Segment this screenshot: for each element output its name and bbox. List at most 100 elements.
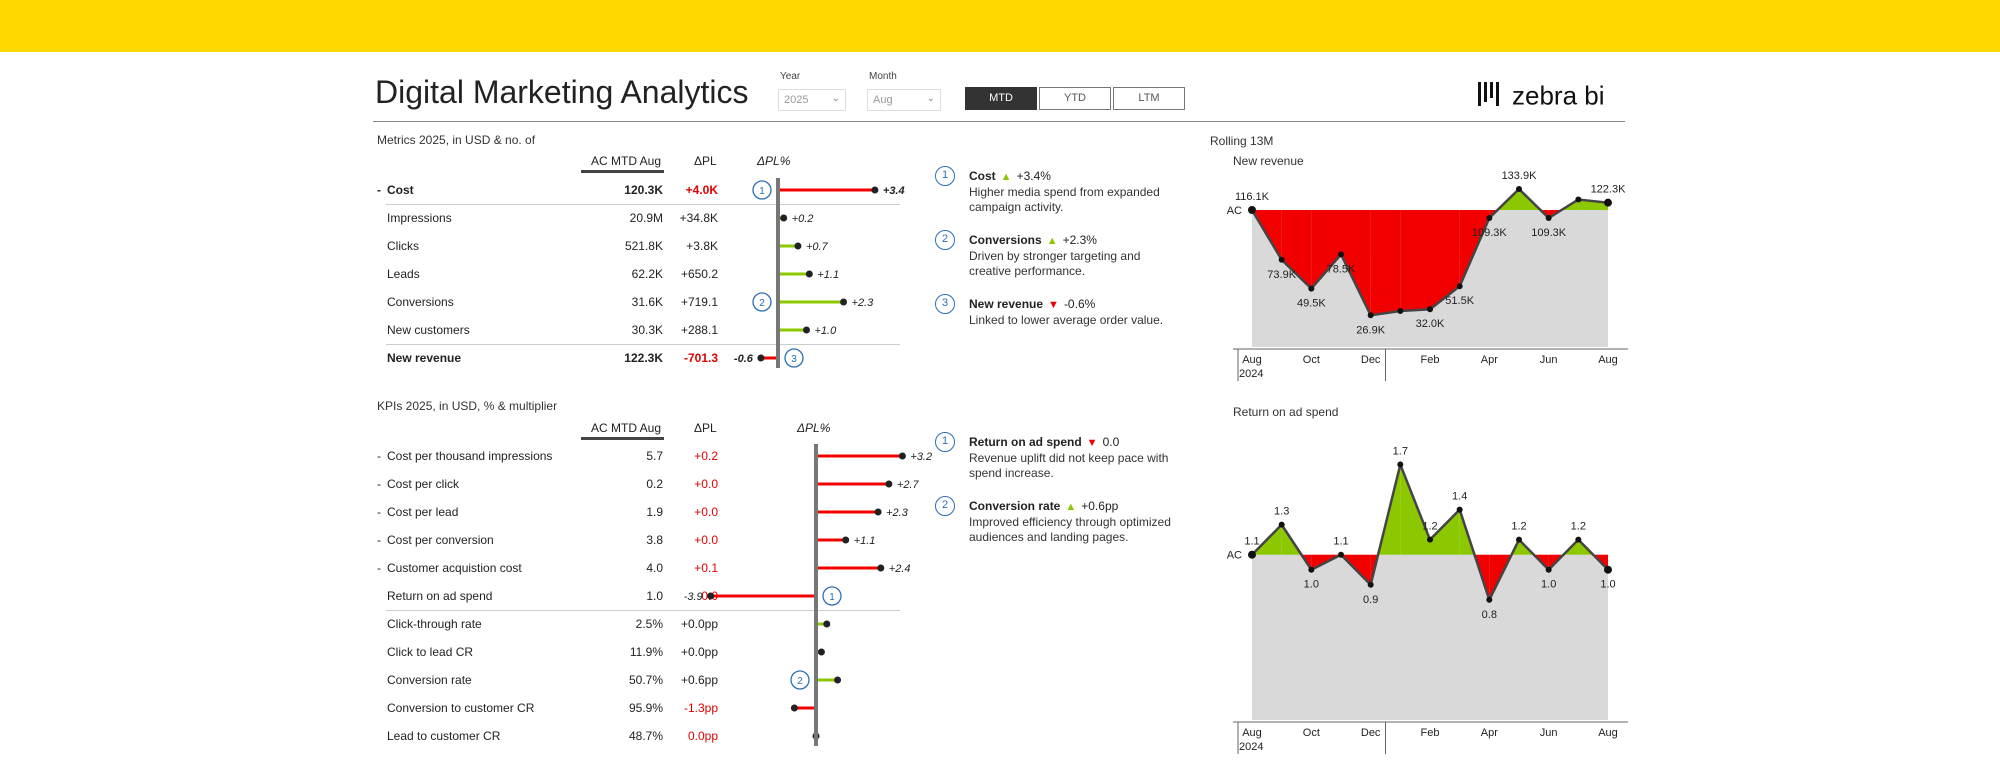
row-label: - Cost bbox=[377, 183, 414, 197]
row-label: - Cost per thousand impressions bbox=[377, 449, 552, 463]
row-label: Return on ad spend bbox=[377, 589, 492, 603]
row-divider bbox=[386, 204, 900, 205]
variance-area bbox=[1341, 554, 1371, 585]
data-point bbox=[1545, 215, 1552, 222]
kpis-section-title: KPIs 2025, in USD, % & multiplier bbox=[377, 399, 558, 413]
row-dpl-value: +0.1 bbox=[694, 561, 718, 575]
row-ac-value: 521.8K bbox=[624, 239, 663, 253]
row-dpl-value: +0.6pp bbox=[680, 673, 718, 687]
data-label: 1.1 bbox=[1244, 536, 1259, 548]
row-divider bbox=[386, 610, 900, 611]
data-point bbox=[1575, 536, 1582, 543]
variance-label: -0.6 bbox=[734, 353, 754, 365]
variance-label: +2.3 bbox=[886, 507, 909, 519]
row-dpl-value: -1.3pp bbox=[683, 701, 718, 715]
variance-area bbox=[1593, 554, 1608, 570]
data-label: 0.9 bbox=[1363, 594, 1378, 606]
variance-dot bbox=[817, 648, 825, 656]
x-tick-label: Aug bbox=[1598, 354, 1618, 366]
variance-label: +3.4 bbox=[883, 185, 905, 197]
data-point bbox=[1397, 308, 1404, 315]
period-button-ytd[interactable]: YTD bbox=[1039, 87, 1111, 110]
callout-marker bbox=[790, 670, 810, 690]
note-title: Return on ad spend ▼ 0.0 bbox=[969, 435, 1119, 449]
row-ac-value: 20.9M bbox=[629, 211, 663, 225]
reference-label: AC bbox=[1227, 205, 1242, 217]
x-tick-label: Feb bbox=[1421, 727, 1440, 739]
row-label-text: Cost per conversion bbox=[387, 533, 494, 547]
variance-label: +0.7 bbox=[806, 241, 829, 253]
variance-dot bbox=[803, 326, 810, 334]
note-title-text: Conversion rate bbox=[969, 499, 1061, 513]
variance-dot bbox=[842, 536, 850, 544]
note-marker: 3 bbox=[935, 294, 955, 314]
variance-dot bbox=[823, 620, 831, 628]
data-point bbox=[1516, 536, 1522, 543]
row-ac-value: 31.6K bbox=[631, 295, 663, 309]
note-delta: 0.0 bbox=[1102, 435, 1120, 449]
x-tick-label: Oct bbox=[1303, 727, 1320, 739]
data-label: 1.2 bbox=[1571, 521, 1586, 533]
data-point bbox=[1367, 581, 1374, 588]
row-label-text: Clicks bbox=[387, 239, 419, 253]
year-select[interactable]: 2025 ⌄ bbox=[778, 89, 846, 111]
month-select[interactable]: Aug ⌄ bbox=[867, 89, 941, 111]
data-point bbox=[1278, 521, 1285, 528]
variance-area bbox=[1540, 210, 1549, 219]
note-text: Improved efficiency through optimized au… bbox=[969, 515, 1171, 544]
data-point bbox=[1486, 215, 1493, 222]
data-point bbox=[1338, 551, 1344, 558]
period-button-mtd[interactable]: MTD bbox=[965, 87, 1037, 110]
data-point bbox=[1604, 565, 1612, 574]
callout-marker bbox=[784, 348, 804, 368]
data-label: 1.2 bbox=[1422, 521, 1437, 533]
variance-dot bbox=[877, 564, 885, 572]
ac-underline bbox=[581, 170, 664, 173]
x-tick-label: Aug bbox=[1242, 354, 1262, 366]
row-label-text: Cost bbox=[387, 183, 414, 197]
data-label: 78.5K bbox=[1327, 263, 1356, 275]
row-ac-value: 5.7 bbox=[646, 449, 663, 463]
row-dpl-value: +3.8K bbox=[686, 239, 718, 253]
variance-dot bbox=[757, 354, 765, 362]
data-point bbox=[1397, 461, 1404, 468]
top-accent-bar bbox=[0, 0, 2000, 52]
callout-number: 3 bbox=[791, 354, 797, 365]
zebra-logo-icon bbox=[1476, 80, 1504, 115]
metrics-col-ac: AC MTD Aug bbox=[591, 154, 662, 168]
x-tick-label: Dec bbox=[1361, 727, 1381, 739]
row-dpl-value: +0.0 bbox=[694, 477, 718, 491]
row-divider bbox=[386, 344, 900, 345]
variance-area bbox=[1400, 464, 1430, 555]
row-label-text: Lead to customer CR bbox=[387, 729, 501, 743]
note-delta: -0.6% bbox=[1063, 297, 1096, 311]
x-tick-label: Oct bbox=[1303, 354, 1320, 366]
data-point bbox=[1278, 256, 1285, 263]
note-delta: +2.3% bbox=[1062, 233, 1097, 247]
variance-label: +2.4 bbox=[889, 563, 911, 575]
callout-number: 2 bbox=[759, 298, 765, 309]
zebra-bi-logo: zebra bi bbox=[1476, 80, 1605, 115]
period-button-ltm[interactable]: LTM bbox=[1113, 87, 1185, 110]
variance-area bbox=[1252, 524, 1282, 555]
row-prefix: - bbox=[377, 533, 381, 547]
note-title: New revenue ▼ -0.6% bbox=[969, 297, 1095, 311]
variance-dot bbox=[871, 186, 879, 194]
row-ac-value: 4.0 bbox=[646, 561, 663, 575]
triangle-up-icon: ▲ bbox=[1000, 171, 1012, 183]
metrics-col-dplp: ΔPL% bbox=[757, 154, 791, 168]
note-text: Driven by stronger targeting and creativ… bbox=[969, 249, 1141, 278]
data-point bbox=[1604, 198, 1612, 207]
variance-area bbox=[1430, 509, 1460, 555]
variance-area bbox=[1370, 210, 1401, 316]
row-dpl-value: +650.2 bbox=[680, 267, 718, 281]
row-ac-value: 95.9% bbox=[628, 701, 663, 715]
row-ac-value: 0.2 bbox=[646, 477, 663, 491]
callout-number: 1 bbox=[829, 592, 835, 603]
callout-number: 1 bbox=[759, 186, 765, 197]
row-label-text: Impressions bbox=[387, 211, 452, 225]
row-ac-value: 48.7% bbox=[628, 729, 663, 743]
variance-dot bbox=[707, 592, 715, 600]
note-text: Linked to lower average order value. bbox=[969, 313, 1164, 327]
